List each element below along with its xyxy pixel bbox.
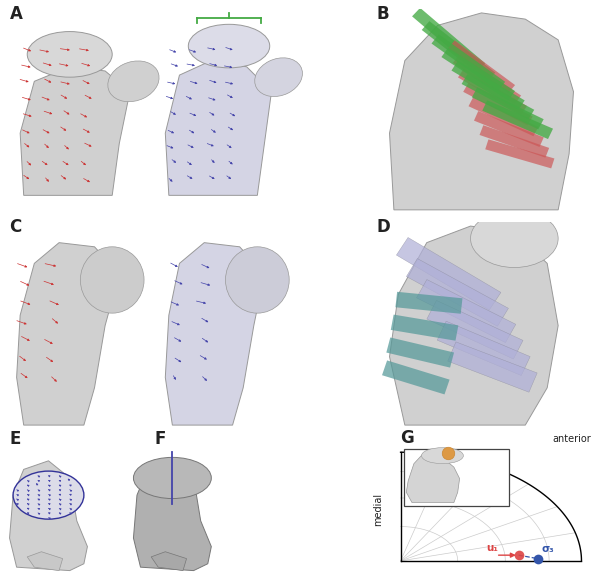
Polygon shape [416,280,516,343]
Polygon shape [463,83,533,126]
Polygon shape [442,48,515,100]
Text: F: F [155,430,166,448]
Polygon shape [406,259,508,326]
Polygon shape [422,21,495,81]
Text: medial: medial [373,493,383,526]
Polygon shape [453,54,521,104]
Polygon shape [451,61,524,110]
Polygon shape [165,61,271,195]
Polygon shape [427,300,523,359]
Bar [404,449,509,506]
Polygon shape [17,243,119,425]
Polygon shape [391,315,458,340]
Polygon shape [10,461,88,571]
Ellipse shape [188,25,270,68]
Polygon shape [397,238,501,310]
Ellipse shape [108,61,159,102]
Ellipse shape [133,457,211,499]
Ellipse shape [27,32,112,77]
Ellipse shape [255,58,302,96]
Polygon shape [412,8,485,72]
Polygon shape [437,321,530,376]
Polygon shape [458,68,527,115]
Polygon shape [479,125,549,158]
Text: B: B [376,5,389,23]
Polygon shape [474,111,544,147]
Text: E: E [10,430,21,448]
Text: σ₃: σ₃ [541,544,554,554]
Polygon shape [406,453,460,503]
Polygon shape [431,34,505,91]
Polygon shape [461,74,534,120]
Ellipse shape [422,448,463,464]
Ellipse shape [13,471,84,519]
Polygon shape [395,292,463,314]
Polygon shape [386,338,454,367]
Polygon shape [469,97,538,136]
Polygon shape [151,552,187,571]
Polygon shape [27,552,62,571]
Polygon shape [472,87,544,129]
Polygon shape [485,140,554,168]
Text: A: A [10,5,22,23]
Polygon shape [382,360,449,394]
Polygon shape [165,243,265,425]
Ellipse shape [226,247,289,313]
Ellipse shape [470,210,558,267]
Polygon shape [133,461,211,571]
Text: u₁: u₁ [486,543,498,553]
Polygon shape [448,40,515,93]
Polygon shape [389,226,558,425]
Text: D: D [376,218,390,237]
Ellipse shape [80,247,144,313]
Polygon shape [20,67,130,195]
Polygon shape [389,13,574,210]
Polygon shape [448,342,537,392]
Text: G: G [401,429,415,447]
Text: C: C [10,218,22,237]
Text: anterior: anterior [553,434,592,444]
Polygon shape [482,100,553,139]
